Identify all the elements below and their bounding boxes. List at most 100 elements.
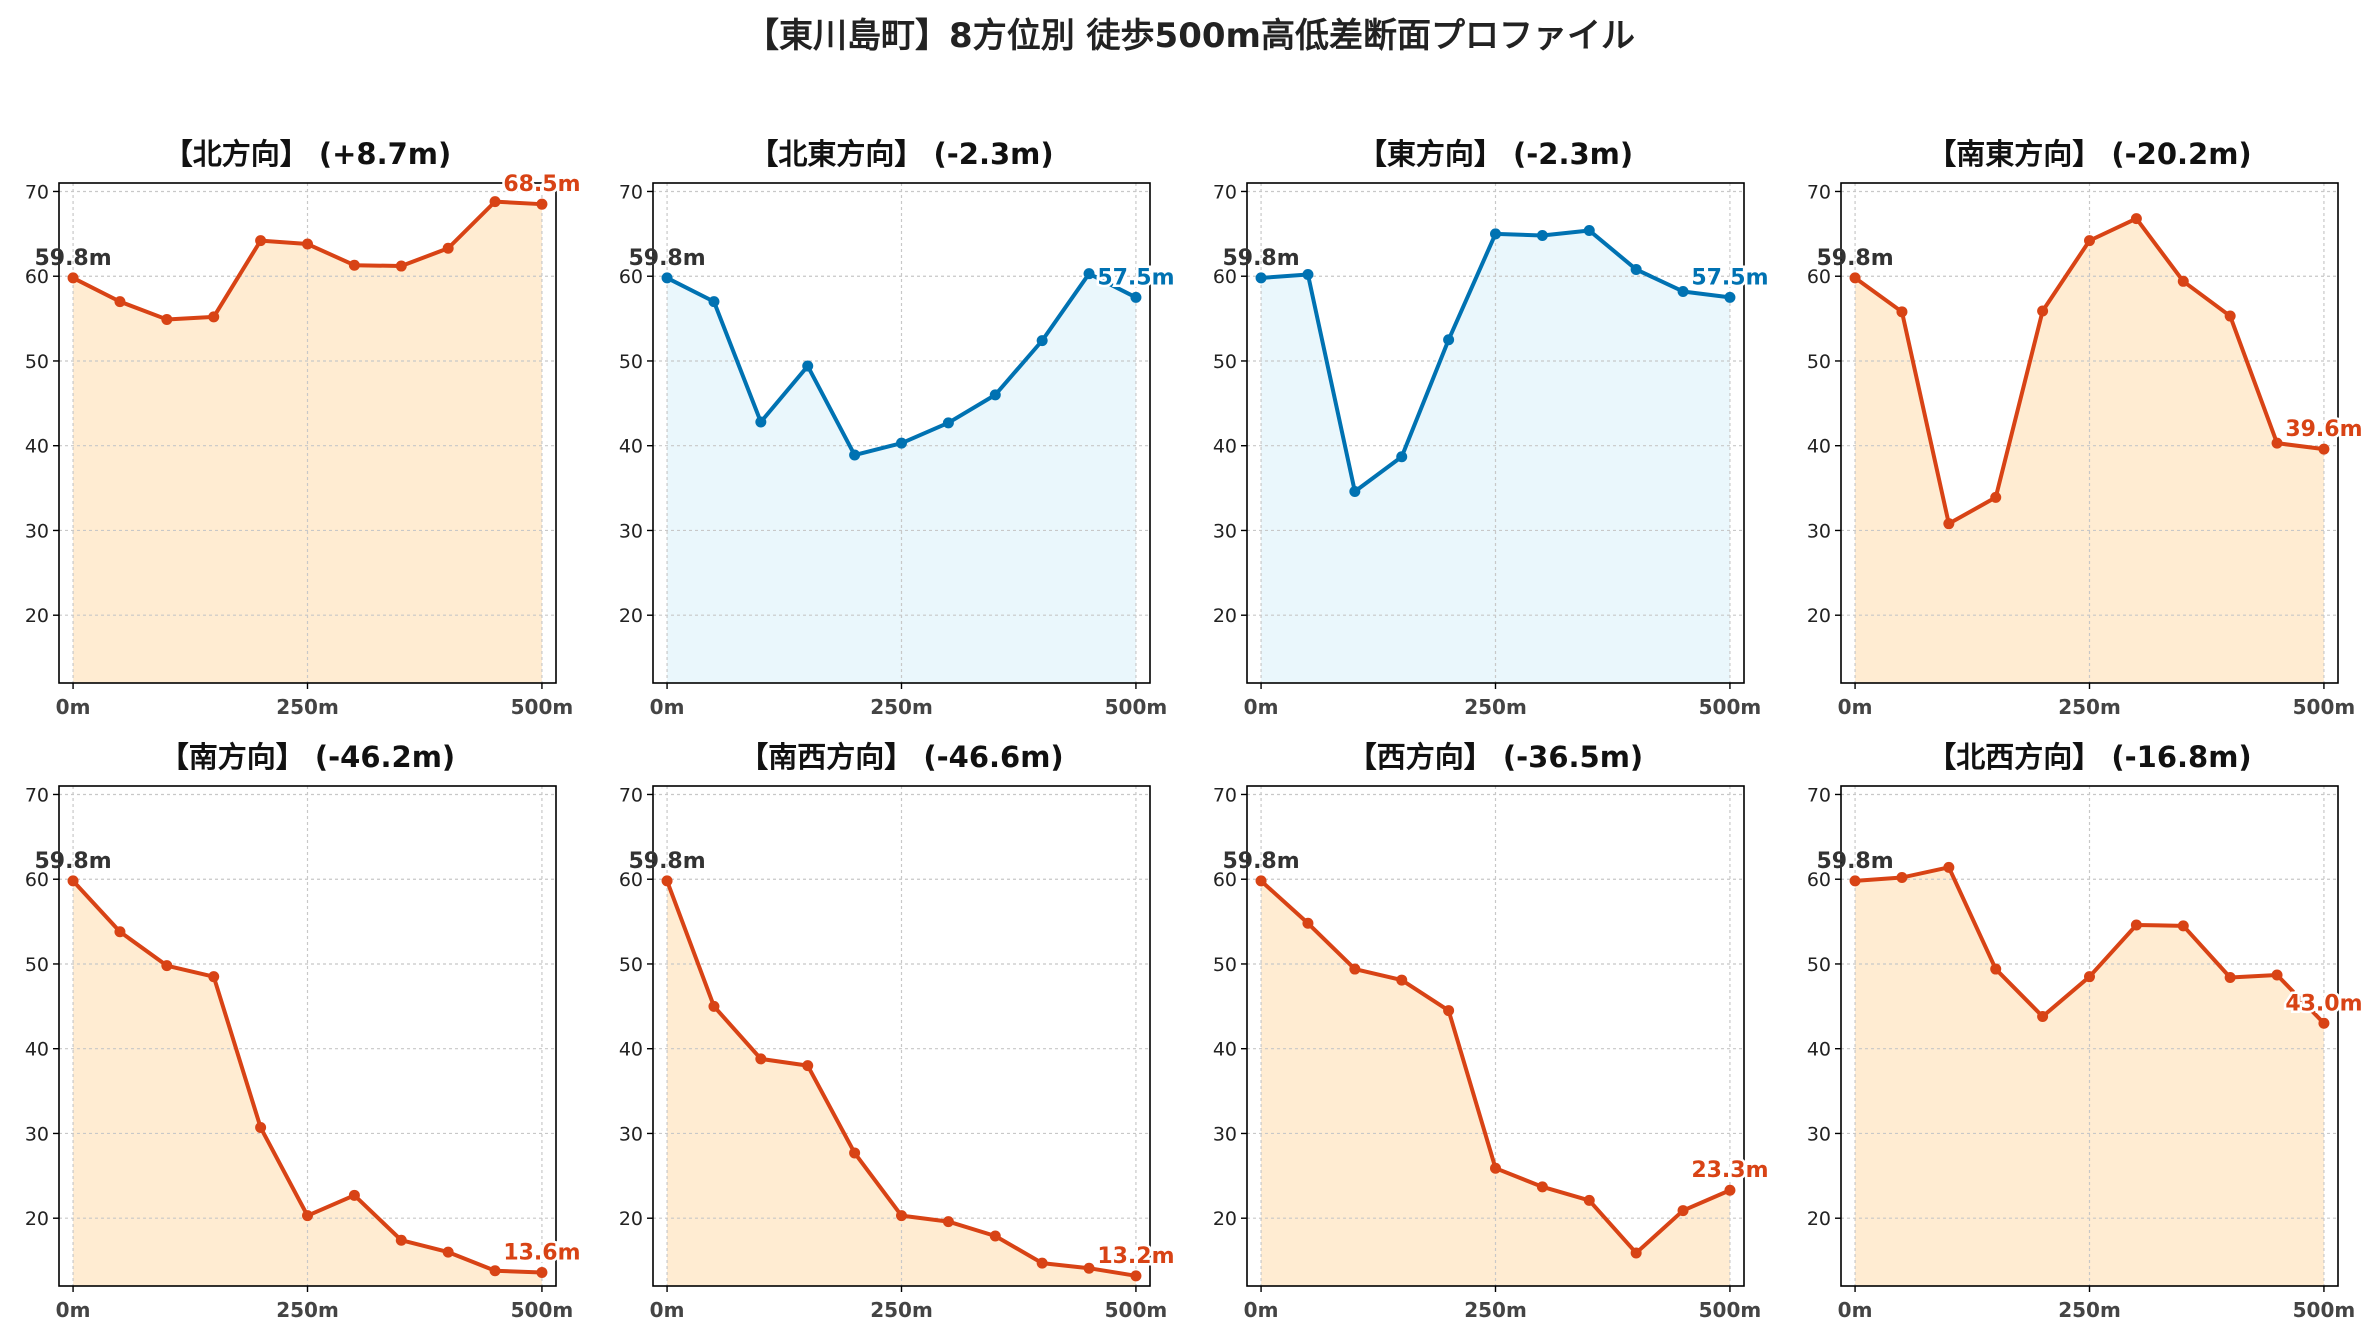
panel-title: 【東方向】 (-2.3m): [1358, 137, 1633, 171]
start-elevation-label: 59.8m: [1816, 849, 1893, 874]
data-point: [1536, 1181, 1548, 1193]
y-tick-label: 20: [1807, 1208, 1831, 1230]
data-point: [1349, 963, 1361, 975]
data-point: [255, 235, 267, 247]
end-elevation-label: 43.0m: [2285, 991, 2362, 1016]
data-point: [208, 311, 220, 323]
y-tick-label: 70: [619, 181, 643, 203]
panel-1: 【北東方向】 (-2.3m) 20 30 40 50 60 70 0m 250m 500m 59.8…: [619, 137, 1177, 719]
data-point: [1849, 272, 1861, 284]
y-tick-label: 20: [619, 1208, 643, 1230]
data-point: [896, 437, 907, 449]
elevation-area: [667, 880, 1136, 1286]
end-elevation-label: 57.5m: [1097, 265, 1174, 290]
y-tick-label: 50: [619, 351, 643, 373]
data-point: [1583, 224, 1595, 236]
x-tick-label: 250m: [2058, 1298, 2121, 1322]
data-point: [1943, 861, 1955, 873]
x-tick-label: 0m: [1244, 695, 1279, 719]
data-point: [2318, 443, 2330, 455]
x-tick-label: 500m: [2293, 695, 2356, 719]
data-point: [755, 416, 767, 428]
data-point: [1896, 306, 1908, 318]
data-point: [1490, 1162, 1501, 1174]
data-point: [536, 1266, 548, 1278]
data-point: [2037, 305, 2049, 317]
y-tick-label: 50: [1213, 351, 1237, 373]
y-tick-label: 60: [1213, 869, 1237, 891]
y-tick-label: 40: [1213, 1039, 1237, 1061]
y-tick-label: 40: [1213, 436, 1237, 458]
x-tick-label: 0m: [650, 1298, 685, 1322]
y-tick-label: 40: [619, 1039, 643, 1061]
x-tick-label: 250m: [276, 695, 339, 719]
data-point: [489, 1265, 501, 1277]
data-point: [1896, 872, 1908, 884]
data-point: [2224, 972, 2236, 984]
y-tick-label: 20: [25, 605, 49, 627]
y-tick-label: 30: [25, 520, 49, 542]
data-point: [1990, 963, 2002, 975]
data-point: [661, 875, 673, 887]
data-point: [442, 1246, 454, 1258]
data-point: [2037, 1011, 2049, 1023]
y-tick-label: 60: [1807, 266, 1831, 288]
y-tick-label: 30: [1807, 520, 1831, 542]
y-tick-label: 60: [619, 266, 643, 288]
y-tick-label: 50: [1807, 954, 1831, 976]
y-tick-label: 60: [25, 266, 49, 288]
y-tick-label: 30: [1213, 1123, 1237, 1145]
elevation-area: [1261, 880, 1730, 1286]
start-elevation-label: 59.8m: [628, 246, 705, 271]
data-point: [395, 260, 407, 272]
data-point: [2084, 971, 2095, 983]
panel-4: 【南方向】 (-46.2m) 20 30 40 50 60 70 0m 250m 500m 59.8…: [25, 740, 583, 1322]
y-tick-label: 50: [1213, 954, 1237, 976]
y-tick-label: 20: [619, 605, 643, 627]
end-elevation-label: 13.2m: [1097, 1244, 1174, 1269]
data-point: [348, 1189, 360, 1201]
y-tick-label: 60: [25, 869, 49, 891]
data-point: [802, 360, 814, 372]
x-tick-label: 500m: [1699, 1298, 1762, 1322]
y-tick-label: 70: [619, 784, 643, 806]
data-point: [395, 1234, 407, 1246]
data-point: [1302, 269, 1314, 281]
data-point: [896, 1210, 907, 1222]
x-tick-label: 250m: [276, 1298, 339, 1322]
elevation-area: [73, 880, 542, 1286]
data-point: [114, 926, 126, 938]
data-point: [161, 313, 173, 325]
y-tick-label: 70: [1807, 784, 1831, 806]
panel-3: 【南東方向】 (-20.2m) 20 30 40 50 60 70 0m 250m 500m 59.…: [1807, 137, 2365, 719]
start-elevation-label: 59.8m: [1816, 246, 1893, 271]
start-elevation-label: 59.8m: [34, 246, 111, 271]
x-tick-label: 500m: [511, 695, 574, 719]
y-tick-label: 40: [619, 436, 643, 458]
x-tick-label: 500m: [1105, 695, 1168, 719]
data-point: [1130, 1270, 1142, 1282]
data-point: [1255, 272, 1267, 284]
data-point: [302, 238, 313, 250]
y-tick-label: 60: [619, 869, 643, 891]
y-tick-label: 70: [1807, 181, 1831, 203]
data-point: [1349, 485, 1361, 497]
y-tick-label: 70: [25, 181, 49, 203]
elevation-area: [1855, 218, 2324, 684]
y-tick-label: 20: [1807, 605, 1831, 627]
y-tick-label: 50: [1807, 351, 1831, 373]
panel-title: 【北西方向】 (-16.8m): [1927, 740, 2251, 774]
data-point: [2318, 1017, 2330, 1029]
data-point: [1490, 228, 1501, 240]
y-tick-label: 70: [25, 784, 49, 806]
x-tick-label: 0m: [56, 1298, 91, 1322]
data-point: [2271, 437, 2283, 449]
data-point: [942, 417, 954, 429]
data-point: [802, 1060, 814, 1072]
y-tick-label: 20: [1213, 1208, 1237, 1230]
y-tick-label: 20: [1213, 605, 1237, 627]
y-tick-label: 40: [1807, 436, 1831, 458]
data-point: [1083, 1262, 1095, 1274]
panel-title: 【北東方向】 (-2.3m): [749, 137, 1053, 171]
data-point: [2084, 235, 2095, 247]
